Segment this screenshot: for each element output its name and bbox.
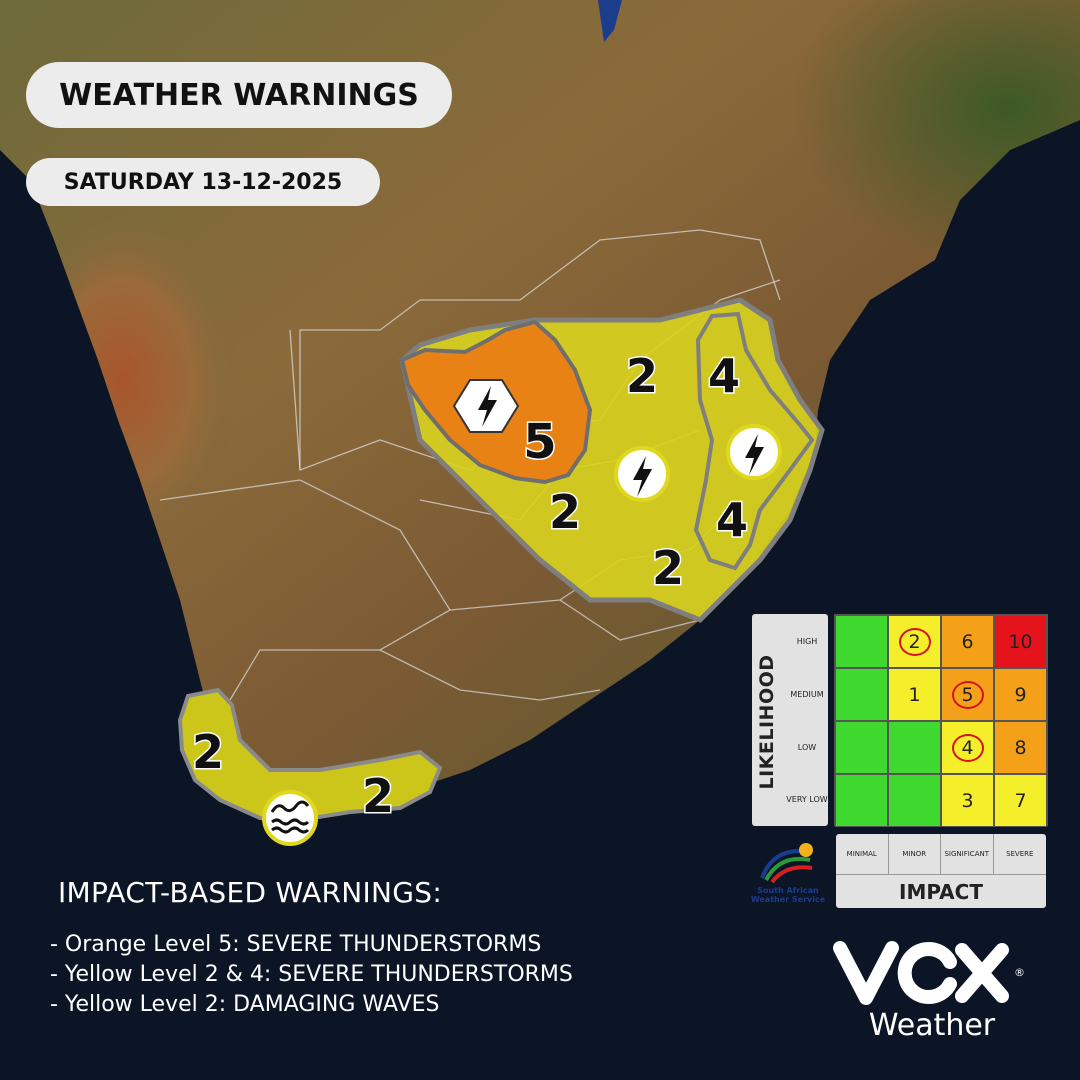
registered-mark: ® [1014, 966, 1025, 979]
col-label-severe: SEVERE [1006, 850, 1034, 858]
matrix-cell: 7 [994, 774, 1047, 827]
lake [598, 0, 622, 42]
matrix-cell-value: 7 [1014, 789, 1027, 812]
legend-item-yellow-2-4: - Yellow Level 2 & 4: SEVERE THUNDERSTOR… [50, 962, 573, 987]
vox-weather-word: Weather [868, 1008, 996, 1043]
matrix-cell-value: 1 [908, 683, 921, 706]
level-label-waves-west: 2 [192, 725, 224, 779]
saws-line-1: South African [757, 886, 819, 895]
likelihood-title: LIKELIHOOD [756, 654, 778, 790]
date-badge: SATURDAY 13-12-2025 [26, 158, 380, 206]
legend-item-yellow-2-waves: - Yellow Level 2: DAMAGING WAVES [50, 992, 440, 1017]
matrix-cell-value: 9 [1014, 683, 1027, 706]
saws-emblem-icon [760, 843, 813, 884]
forest-shade [600, 0, 1080, 360]
col-label-minor: MINOR [889, 834, 941, 874]
level-label-yellow-2-west: 2 [549, 485, 581, 539]
matrix-cell: 10 [994, 615, 1047, 668]
matrix-cell [835, 774, 888, 827]
active-level-ring [951, 733, 984, 762]
matrix-cell: 2 [888, 615, 941, 668]
matrix-grid: 2 6 10 1 5 9 4 8 3 7 [834, 614, 1048, 827]
desert-shade [30, 180, 360, 660]
matrix-cell [888, 774, 941, 827]
active-level-ring [951, 680, 984, 709]
matrix-cell: 1 [888, 668, 941, 721]
legend-list: - Orange Level 5: SEVERE THUNDERSTORMS -… [50, 930, 573, 1020]
matrix-cell-value: 6 [961, 630, 974, 653]
level-label-waves-east: 2 [362, 769, 394, 823]
saws-name: South African Weather Service [744, 886, 832, 904]
thunderstorm-icon-yellow-4 [726, 424, 782, 480]
likelihood-panel: LIKELIHOOD HIGH MEDIUM LOW VERY LOW [752, 614, 828, 826]
thunderstorm-icon-orange [452, 379, 520, 433]
impact-title: IMPACT [836, 874, 1046, 909]
col-label-minimal: MINIMAL [836, 834, 889, 874]
col-label-significant: SIGNIFICANT [941, 834, 994, 874]
level-label-yellow-2-south: 2 [652, 541, 684, 595]
matrix-cell: 6 [941, 615, 994, 668]
saws-line-2: Weather Service [750, 895, 826, 904]
matrix-cell [835, 668, 888, 721]
matrix-cell [835, 615, 888, 668]
row-label-very-low: VERY LOW [786, 795, 828, 804]
matrix-cell: 3 [941, 774, 994, 827]
impact-panel: MINIMAL MINOR SIGNIFICANT SEVERE IMPACT [836, 834, 1046, 908]
row-label-medium: MEDIUM [790, 690, 824, 699]
warning-region-yellow-waves [177, 687, 443, 823]
matrix-cell: 8 [994, 721, 1047, 774]
active-level-ring [898, 627, 931, 656]
matrix-cell [835, 721, 888, 774]
thunderstorm-icon-yellow [614, 446, 670, 502]
matrix-cell-value: 10 [1008, 630, 1033, 653]
matrix-cell [888, 721, 941, 774]
level-label-orange-5: 5 [523, 414, 556, 470]
warning-region-yellow-4 [693, 311, 815, 571]
row-label-high: HIGH [796, 637, 818, 646]
vox-logo-icon [833, 941, 1009, 1005]
level-label-yellow-4-south: 4 [716, 493, 748, 547]
level-label-yellow-2-north: 2 [626, 349, 658, 403]
matrix-cell-value: 8 [1014, 736, 1027, 759]
page-title: WEATHER WARNINGS [26, 62, 452, 128]
matrix-cell-value: 3 [961, 789, 974, 812]
row-label-low: LOW [797, 743, 817, 752]
matrix-cell: 4 [941, 721, 994, 774]
legend-item-orange-5: - Orange Level 5: SEVERE THUNDERSTORMS [50, 932, 542, 957]
saws-logo: South African Weather Service [744, 838, 832, 908]
legend-title: IMPACT-BASED WARNINGS: [58, 876, 443, 909]
matrix-cell: 5 [941, 668, 994, 721]
level-label-yellow-4-north: 4 [708, 349, 740, 403]
waves-icon [262, 790, 318, 846]
matrix-cell: 9 [994, 668, 1047, 721]
vox-weather-logo: ® Weather [832, 940, 1032, 1050]
